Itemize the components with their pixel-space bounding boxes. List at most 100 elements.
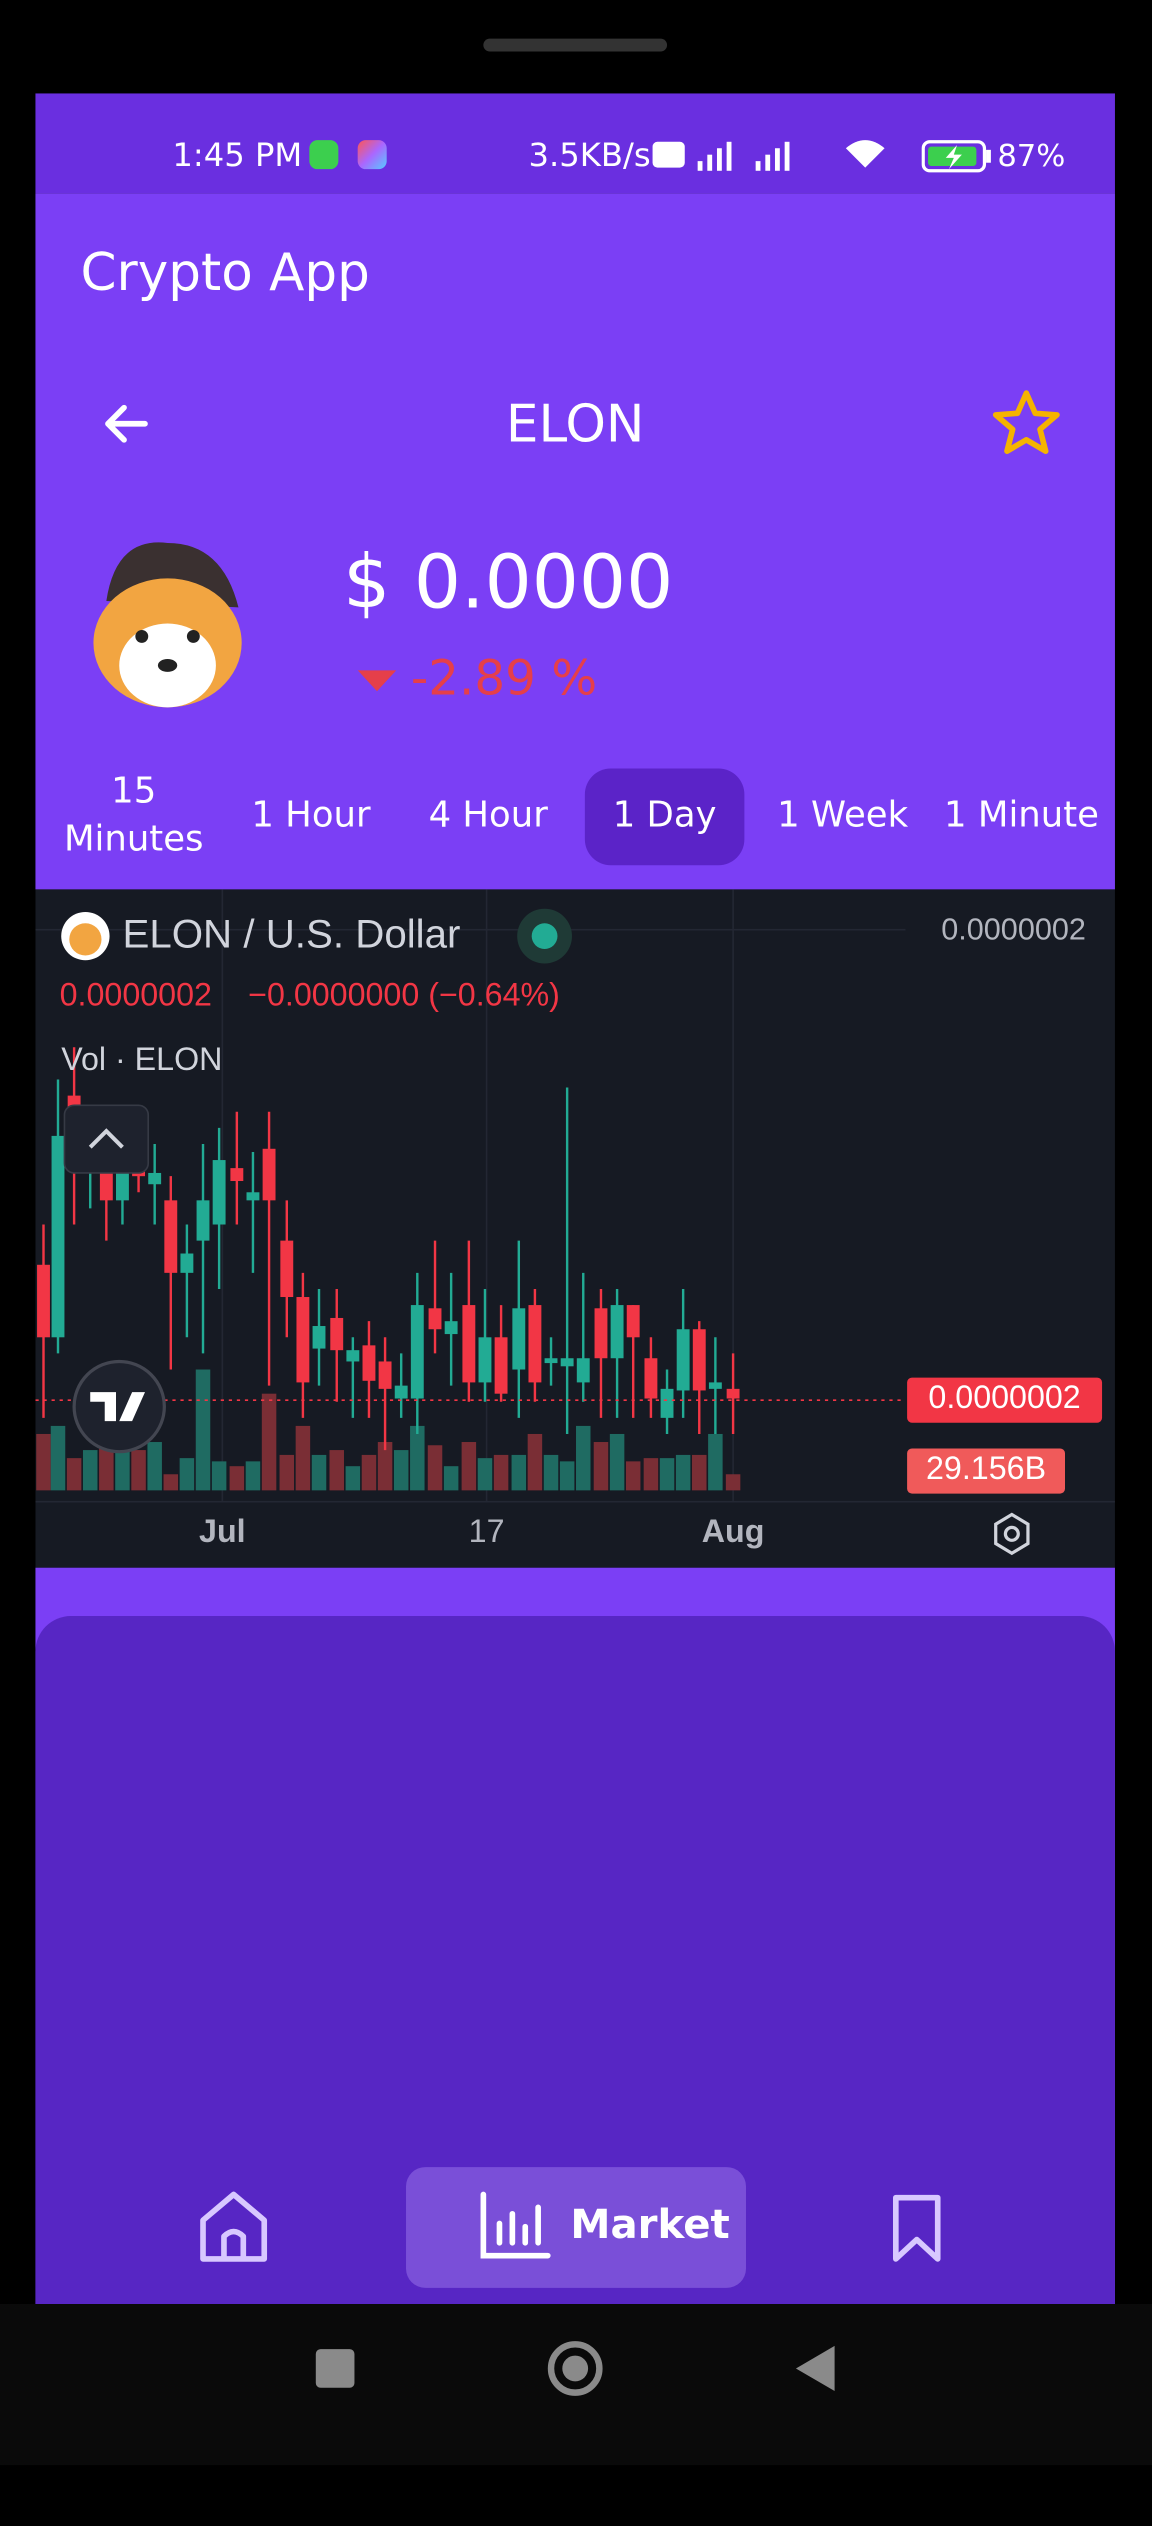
tradingview-logo-mark: [90, 1392, 146, 1422]
status-icons: [652, 140, 885, 171]
candle-body: [164, 1200, 178, 1273]
settings-icon[interactable]: [994, 1512, 1030, 1556]
recents-button[interactable]: [315, 2349, 355, 2388]
candle-body: [312, 1326, 326, 1349]
candles: [36, 1047, 741, 1491]
candle-body: [280, 1240, 294, 1298]
volume-bar: [643, 1458, 659, 1491]
candle-body: [196, 1200, 210, 1241]
nav-bookmark[interactable]: [886, 2191, 947, 2265]
candle-body: [644, 1358, 658, 1399]
coin-logo: [93, 542, 242, 708]
candle-body: [676, 1329, 690, 1391]
volume-bar: [527, 1433, 543, 1491]
candle-body: [428, 1308, 442, 1330]
collapse-icon: [88, 1128, 124, 1149]
market-status: [531, 923, 558, 949]
volume-tag: [907, 1448, 1066, 1494]
settings-icon: [1003, 1525, 1020, 1542]
candle-body: [576, 1358, 590, 1383]
scale-top-label: 0.0000002: [941, 913, 1086, 948]
collapse-button[interactable]: [63, 1104, 150, 1174]
candle-body: [478, 1337, 492, 1383]
candle-body: [346, 1350, 360, 1362]
volume-bar: [115, 1450, 130, 1491]
coin-symbol: ELON: [505, 393, 645, 455]
notification-icon: [309, 140, 339, 170]
candle-body: [51, 1135, 65, 1338]
volume-bar: [593, 1442, 609, 1491]
nav-home[interactable]: [193, 2188, 274, 2265]
coin-change: -2.89 %: [410, 650, 598, 708]
ohlc-change: −0.0000000 (−0.64%): [248, 977, 560, 1014]
volume-bar: [543, 1454, 559, 1491]
volume-bar: [345, 1466, 361, 1491]
volume-bar: [410, 1425, 425, 1491]
volume-bar: [361, 1454, 377, 1491]
back-button[interactable]: [100, 400, 152, 448]
volume-bar: [211, 1461, 227, 1491]
speaker: [483, 38, 668, 52]
candle-body: [726, 1388, 740, 1399]
network-speed: 3.5KB/s: [528, 135, 651, 175]
home-button[interactable]: [547, 2341, 603, 2396]
tab-selected-bg: [584, 768, 745, 866]
wifi-icon: [845, 140, 885, 168]
price-tag-label: 0.0000002: [928, 1380, 1081, 1417]
volume-bar: [725, 1474, 741, 1491]
candle-body: [660, 1388, 674, 1418]
x-axis-label: Aug: [701, 1514, 765, 1550]
tab[interactable]: 1 Hour: [251, 795, 371, 837]
volume-bar: [279, 1454, 295, 1491]
volume-bar: [443, 1466, 459, 1491]
candle-body: [410, 1305, 424, 1399]
nav-market-label[interactable]: Market: [570, 2200, 730, 2248]
candle-body: [330, 1317, 344, 1351]
tab[interactable]: 1 Week: [777, 795, 909, 837]
battery-icon: [921, 140, 991, 173]
volume-bar: [245, 1461, 261, 1491]
system-nav: [0, 2304, 1152, 2466]
nav-market-bg[interactable]: [406, 2167, 746, 2288]
volume-bar: [576, 1425, 591, 1491]
candle-body: [378, 1361, 392, 1389]
favorite-button[interactable]: [989, 387, 1063, 461]
volume-bar: [261, 1393, 277, 1491]
volume-bar: [609, 1433, 625, 1491]
candle-body: [544, 1358, 558, 1364]
volume-bar: [147, 1442, 162, 1491]
volume-bar: [559, 1461, 575, 1491]
tab-selected[interactable]: 1 Day: [612, 795, 717, 837]
tab[interactable]: 4 Hour: [428, 795, 548, 837]
volume-bar: [82, 1450, 98, 1491]
candle-body: [560, 1358, 574, 1367]
ohlc-price: 0.0000002: [59, 977, 212, 1014]
status-time: 1:45 PM: [172, 135, 303, 175]
system-nav-bg: [0, 2304, 1152, 2466]
volume-bar: [229, 1466, 245, 1491]
volume-bar: [50, 1425, 66, 1491]
home-button-dot: [562, 2355, 589, 2382]
nav-market-icon: [480, 2191, 551, 2259]
tradingview-logo[interactable]: [72, 1359, 166, 1454]
candle-body: [262, 1148, 276, 1201]
back-nav-button[interactable]: [795, 2345, 835, 2392]
volume-bar: [377, 1442, 393, 1491]
candlestick-chart: [35, 889, 1115, 1568]
coin-price: $ 0.0000: [343, 538, 674, 626]
volume-legend: Vol · ELON: [61, 1042, 223, 1078]
volume-bar: [99, 1442, 114, 1491]
volume-bar: [692, 1454, 707, 1491]
candle-body: [394, 1385, 408, 1399]
candle-body: [626, 1305, 640, 1338]
x-axis-label: Jul: [199, 1514, 246, 1550]
tab[interactable]: 15 Minutes: [63, 771, 204, 861]
volume-bar: [477, 1458, 493, 1491]
app-title: Crypto App: [80, 241, 370, 303]
volume-bar: [393, 1450, 409, 1491]
volume-bar: [659, 1458, 675, 1491]
volume-bar: [511, 1454, 527, 1491]
tab[interactable]: 1 Minute: [944, 795, 1099, 837]
